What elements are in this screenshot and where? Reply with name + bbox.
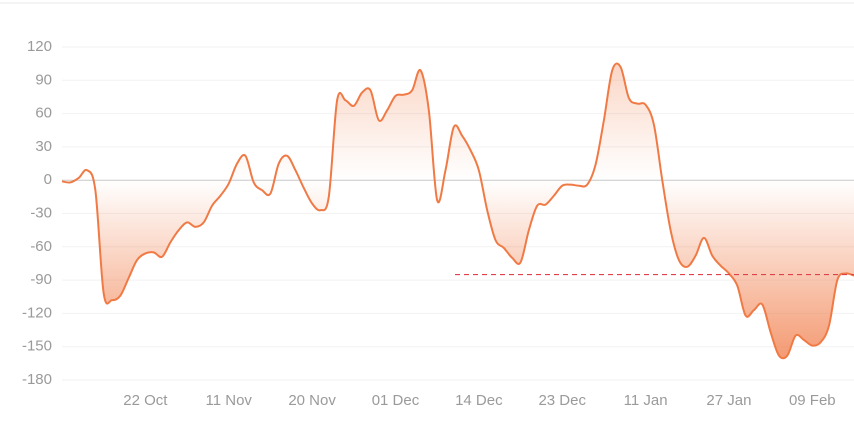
x-tick-label: 14 Dec [455,392,503,409]
x-tick-label: 27 Jan [706,392,751,409]
y-tick-label: -150 [22,338,52,355]
y-tick-label: 120 [27,38,52,55]
y-tick-label: 60 [35,105,52,122]
x-tick-label: 09 Feb [789,392,836,409]
x-tick-label: 11 Nov [206,392,253,409]
area [62,63,854,359]
y-tick-label: -60 [30,238,52,255]
x-tick-label: 20 Nov [288,392,336,409]
y-tick-label: 0 [44,171,52,188]
x-tick-label: 22 Oct [123,392,168,409]
y-tick-label: -30 [30,204,52,221]
y-tick-label: -90 [30,271,52,288]
line [61,62,854,360]
y-tick-label: -180 [22,371,52,388]
x-tick-label: 01 Dec [372,392,420,409]
y-tick-label: 30 [35,138,52,155]
x-tick-label: 11 Jan [624,392,668,409]
y-tick-label: 90 [35,71,52,88]
y-tick-label: -120 [22,304,52,321]
x-tick-label: 23 Dec [538,392,586,409]
